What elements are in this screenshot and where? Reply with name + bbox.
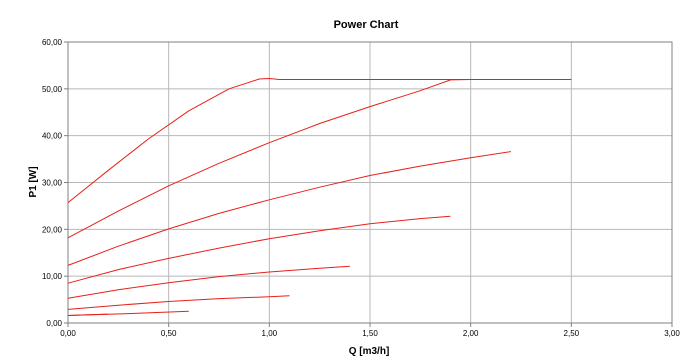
series-line-3 — [67, 151, 511, 266]
x-tick-label: 1,50 — [362, 329, 378, 338]
x-axis-label: Q [m3/h] — [349, 346, 390, 357]
x-tick-label: 3,00 — [664, 329, 680, 338]
y-tick-label: 10,00 — [42, 272, 63, 281]
x-tick-label: 0,50 — [161, 329, 177, 338]
x-tick-label: 2,50 — [564, 329, 580, 338]
series-line-1 — [67, 78, 572, 203]
y-tick-label: 50,00 — [42, 85, 63, 94]
y-axis-ticks: 0,00 10,00 20,00 30,00 40,00 50,00 60,00 — [42, 38, 68, 328]
series-line-2 — [67, 79, 572, 239]
series-line-8 — [67, 313, 109, 316]
series-line-5 — [67, 265, 350, 299]
y-tick-label: 40,00 — [42, 132, 63, 141]
series-layer — [67, 78, 572, 316]
x-tick-label: 2,00 — [463, 329, 479, 338]
y-tick-label: 0,00 — [46, 319, 62, 328]
y-axis-label: P1 [W] — [28, 166, 39, 197]
x-axis-ticks: 0,00 0,50 1,00 1,50 2,00 2,50 3,00 — [60, 323, 680, 338]
y-tick-label: 30,00 — [42, 179, 63, 188]
y-tick-label: 20,00 — [42, 225, 63, 234]
x-tick-label: 1,00 — [262, 329, 278, 338]
series-line-4 — [67, 215, 451, 284]
x-tick-label: 0,00 — [60, 329, 76, 338]
y-tick-label: 60,00 — [42, 38, 63, 47]
series-line-6 — [67, 295, 290, 310]
chart-title: Power Chart — [334, 19, 399, 31]
